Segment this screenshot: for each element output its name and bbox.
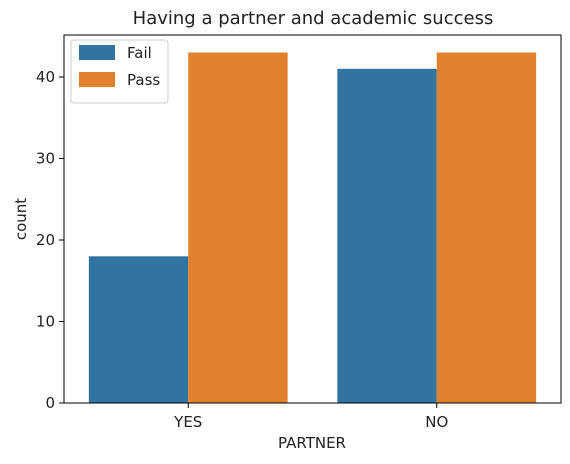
bar-pass-yes (188, 52, 288, 404)
plot-frame (63, 34, 562, 404)
legend-label-fail: Fail (127, 44, 152, 62)
y-tick-label: 30 (36, 149, 55, 167)
chart-title: Having a partner and academic success (133, 8, 494, 29)
legend-label-pass: Pass (127, 71, 160, 89)
y-tick-label: 0 (45, 394, 55, 412)
legend: Fail Pass (70, 39, 169, 104)
bar-fail-yes (88, 256, 189, 403)
bar-fail-no (337, 68, 437, 404)
bars-group (88, 52, 537, 404)
y-axis-label: count (12, 198, 30, 240)
y-axis-ticks: 0 10 20 30 40 (36, 68, 64, 412)
x-tick-label-yes: YES (173, 413, 202, 431)
y-tick-label: 40 (36, 68, 55, 86)
x-axis-label: PARTNER (278, 434, 346, 452)
x-axis-ticks: YES NO (173, 403, 448, 431)
legend-swatch-fail (79, 45, 115, 60)
legend-swatch-pass (79, 72, 115, 87)
y-tick-label: 10 (36, 312, 55, 330)
y-tick-label: 20 (36, 231, 55, 249)
x-tick-label-no: NO (425, 413, 448, 431)
bar-pass-no (436, 52, 537, 404)
